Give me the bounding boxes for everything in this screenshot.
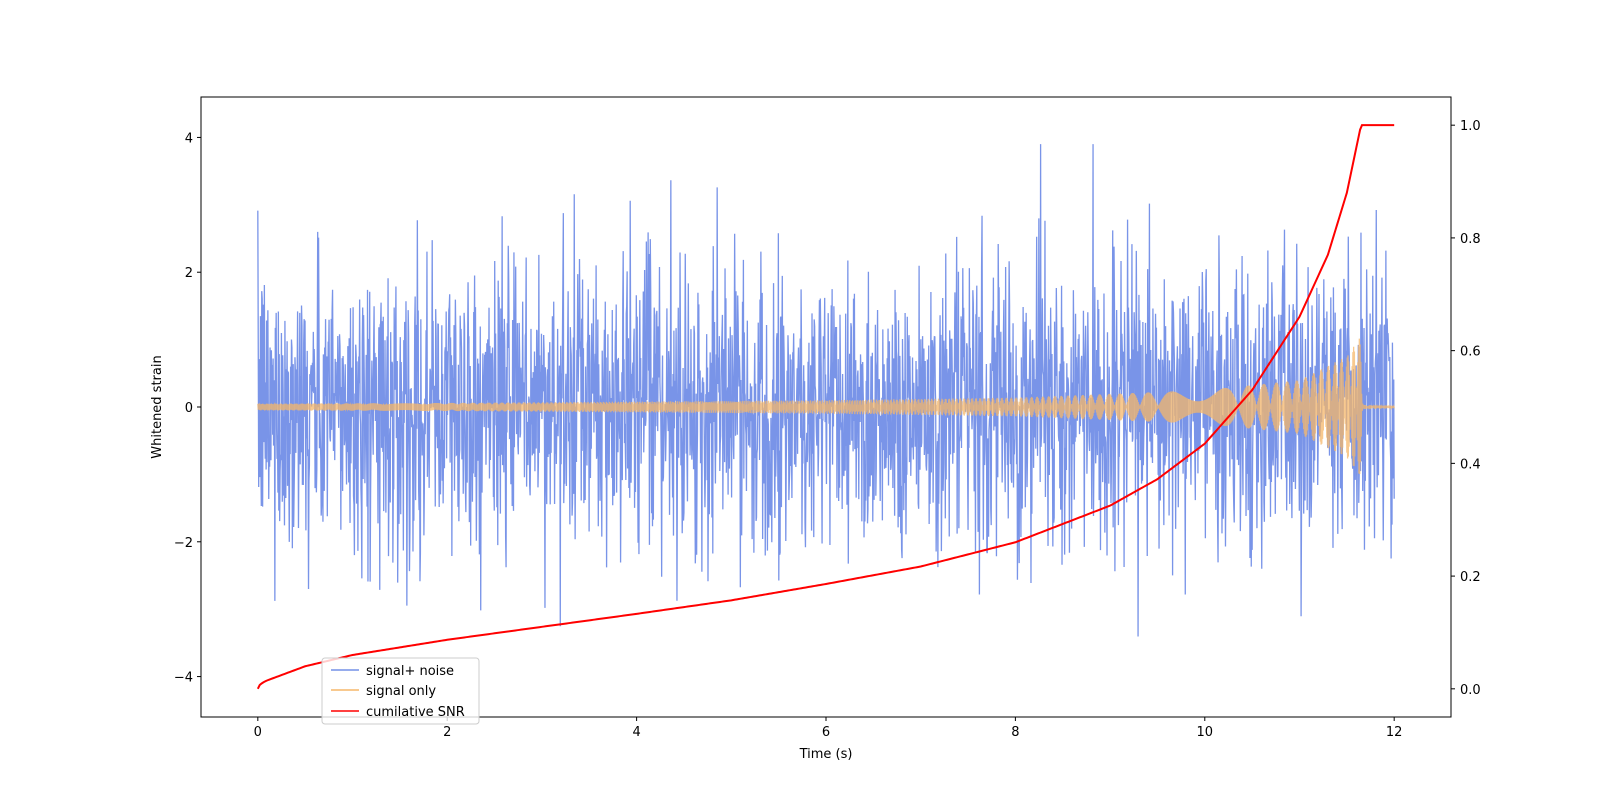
x-tick-label: 2 (443, 725, 451, 740)
y2-tick-label: 0.8 (1460, 232, 1481, 247)
x-tick-label: 12 (1386, 725, 1403, 740)
series-cumulative-snr (256, 124, 1395, 690)
y2-tick-label: 0.0 (1460, 683, 1481, 698)
x-tick-label: 8 (1011, 725, 1019, 740)
x-tick-label: 4 (632, 725, 640, 740)
series-signal-only (257, 338, 1395, 475)
legend-box (321, 657, 480, 725)
x-tick-label: 6 (822, 725, 830, 740)
y-tick-label: −4 (174, 671, 193, 686)
legend-label-signal-noise: signal+ noise (366, 664, 454, 679)
x-tick-label: 10 (1197, 725, 1214, 740)
x-axis-label: Time (s) (799, 747, 853, 762)
y-axis-right: 0.0 0.2 0.4 0.6 0.8 1.0 (1451, 119, 1481, 698)
y2-tick-label: 0.2 (1460, 570, 1481, 585)
y2-tick-label: 0.6 (1460, 345, 1481, 360)
y-tick-label: −2 (174, 536, 193, 551)
legend-label-cumulative-snr: cumilative SNR (366, 705, 465, 720)
y-axis-left: −4 −2 0 2 4 (174, 131, 201, 686)
y-tick-label: 2 (185, 266, 193, 281)
x-tick-label: 0 (254, 725, 262, 740)
y-tick-label: 0 (185, 401, 193, 416)
legend-label-signal-only: signal only (366, 684, 436, 699)
y-tick-label: 4 (185, 131, 193, 146)
plot-area (256, 124, 1395, 690)
y2-tick-label: 1.0 (1460, 119, 1481, 134)
y2-tick-label: 0.4 (1460, 457, 1481, 472)
x-axis: 0 2 4 6 8 10 12 (254, 717, 1403, 740)
y-axis-label: Whitened strain (150, 355, 165, 458)
legend: signal+ noise signal only cumilative SNR (321, 657, 480, 725)
